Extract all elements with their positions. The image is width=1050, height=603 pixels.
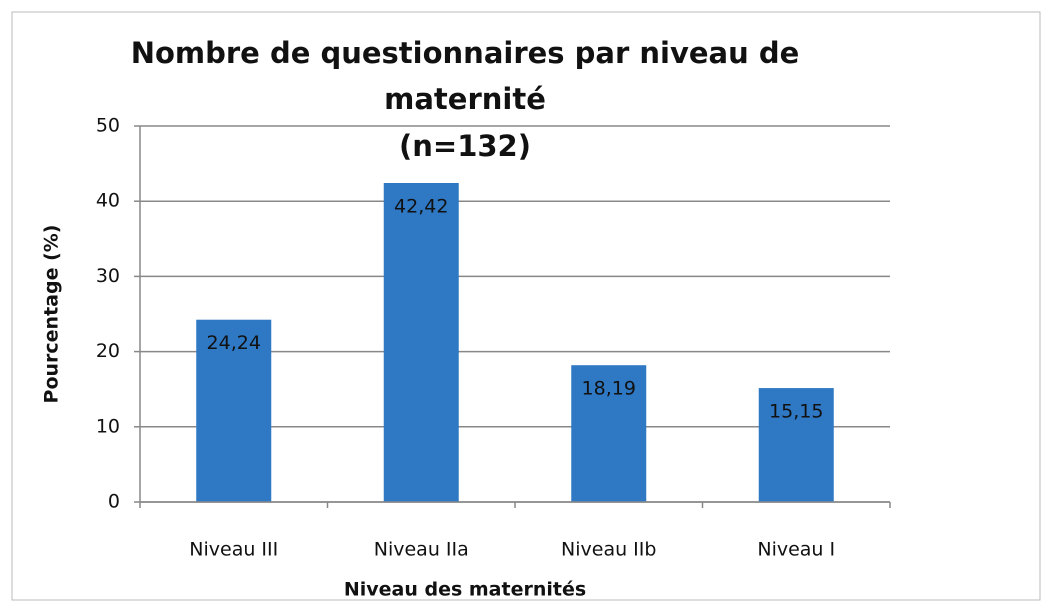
chart-title: Nombre de questionnaires par niveau de m… [130, 36, 800, 116]
data-label: 24,24 [207, 332, 261, 354]
bar [196, 319, 272, 502]
bar [758, 388, 834, 502]
x-tick-label: Niveau IIa [374, 539, 469, 561]
chart-border [11, 11, 1041, 601]
data-label: 42,42 [394, 196, 448, 218]
y-tick-label: 50 [96, 115, 120, 137]
y-tick-label: 0 [108, 491, 120, 513]
y-tick-label: 20 [96, 340, 120, 362]
y-tick-label: 10 [96, 415, 120, 437]
x-tick-label: Niveau I [757, 539, 835, 561]
chart-subtitle: (n=132) [399, 129, 531, 163]
y-tick-label: 30 [96, 265, 120, 287]
y-axis-label: Pourcentage (%) [41, 225, 63, 404]
data-label: 15,15 [769, 401, 823, 423]
x-tick-label: Niveau III [189, 539, 278, 561]
bar [383, 183, 459, 503]
x-tick-label: Niveau IIb [561, 539, 656, 561]
x-axis-label: Niveau des maternités [344, 579, 586, 601]
bar [571, 365, 647, 502]
data-label: 18,19 [582, 378, 636, 400]
y-tick-label: 40 [96, 190, 120, 212]
